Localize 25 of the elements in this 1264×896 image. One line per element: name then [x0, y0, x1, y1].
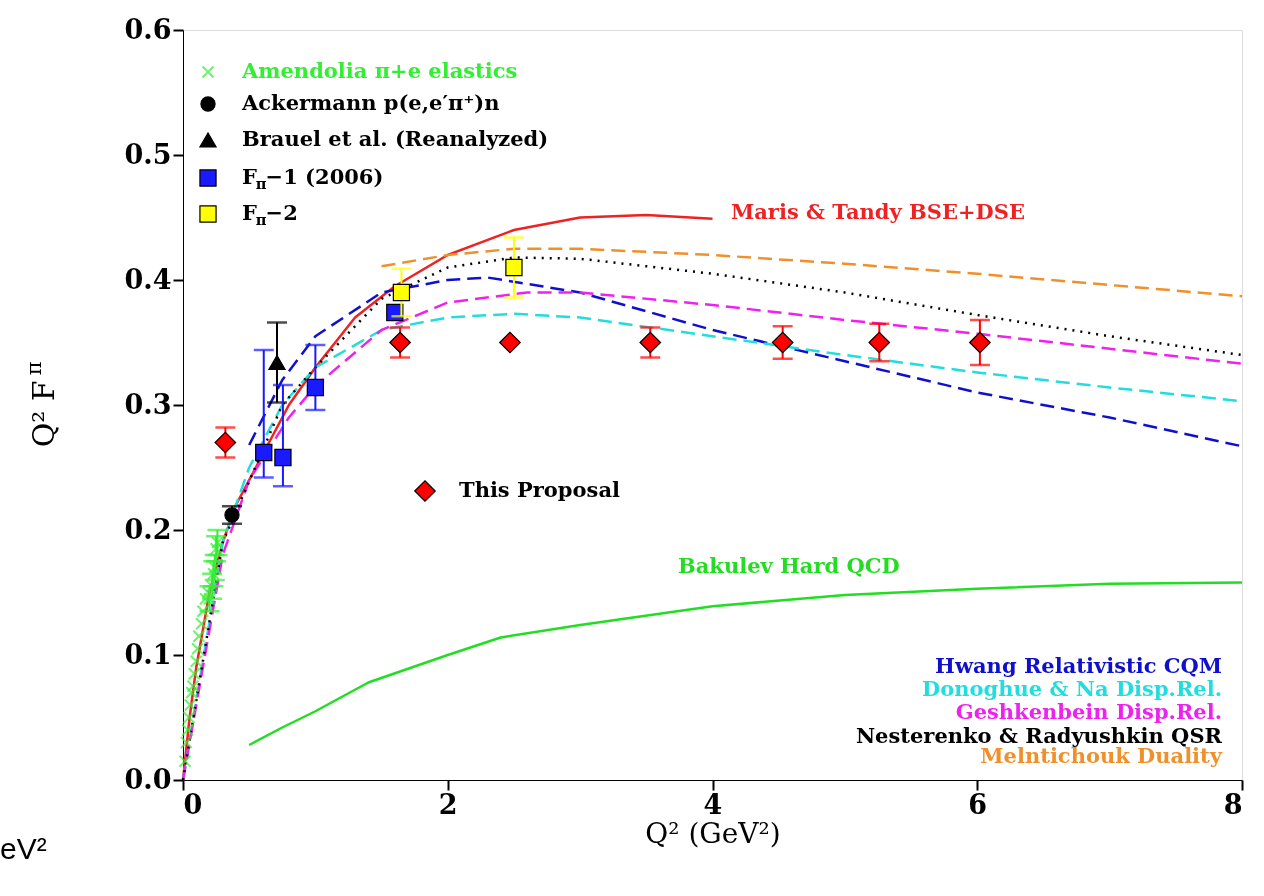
- x-tick-label: 0: [183, 788, 203, 820]
- x-tick-label: 2: [438, 788, 458, 820]
- line-series: [380, 247, 1244, 298]
- y-tick-label: 0.3: [124, 388, 172, 420]
- legend-label: Amendolia π+e elastics: [241, 58, 518, 83]
- text: eV²: [0, 832, 47, 865]
- legend-label: This Proposal: [459, 477, 620, 502]
- line-series: [247, 581, 1244, 747]
- x-tick-label: 6: [968, 788, 988, 820]
- y-tick-label: 0.4: [124, 263, 172, 295]
- legend-label: Brauel et al. (Reanalyzed): [242, 126, 549, 151]
- series-label: Bakulev Hard QCD: [678, 553, 900, 578]
- text: Donoghue & Na Disp.Rel.: [922, 676, 1222, 701]
- y-tick-label: 0.5: [124, 138, 172, 170]
- legend-label: Ackermann p(e,e′π⁺)n: [241, 90, 500, 115]
- y-tick-label: 0.0: [124, 763, 172, 795]
- y-tick-label: 0.6: [124, 13, 172, 45]
- y-tick-label: 0.1: [124, 638, 172, 670]
- y-tick-label: 0.2: [124, 513, 172, 545]
- text: Nesterenko & Radyushkin QSR: [855, 723, 1223, 748]
- x-tick-label: 8: [1223, 788, 1243, 820]
- text: Geshkenbein Disp.Rel.: [955, 699, 1222, 724]
- y-axis-title: Q² Fπ: [21, 361, 61, 448]
- text: Hwang Relativistic CQM: [935, 653, 1222, 678]
- series-label: Maris & Tandy BSE+DSE: [731, 199, 1025, 224]
